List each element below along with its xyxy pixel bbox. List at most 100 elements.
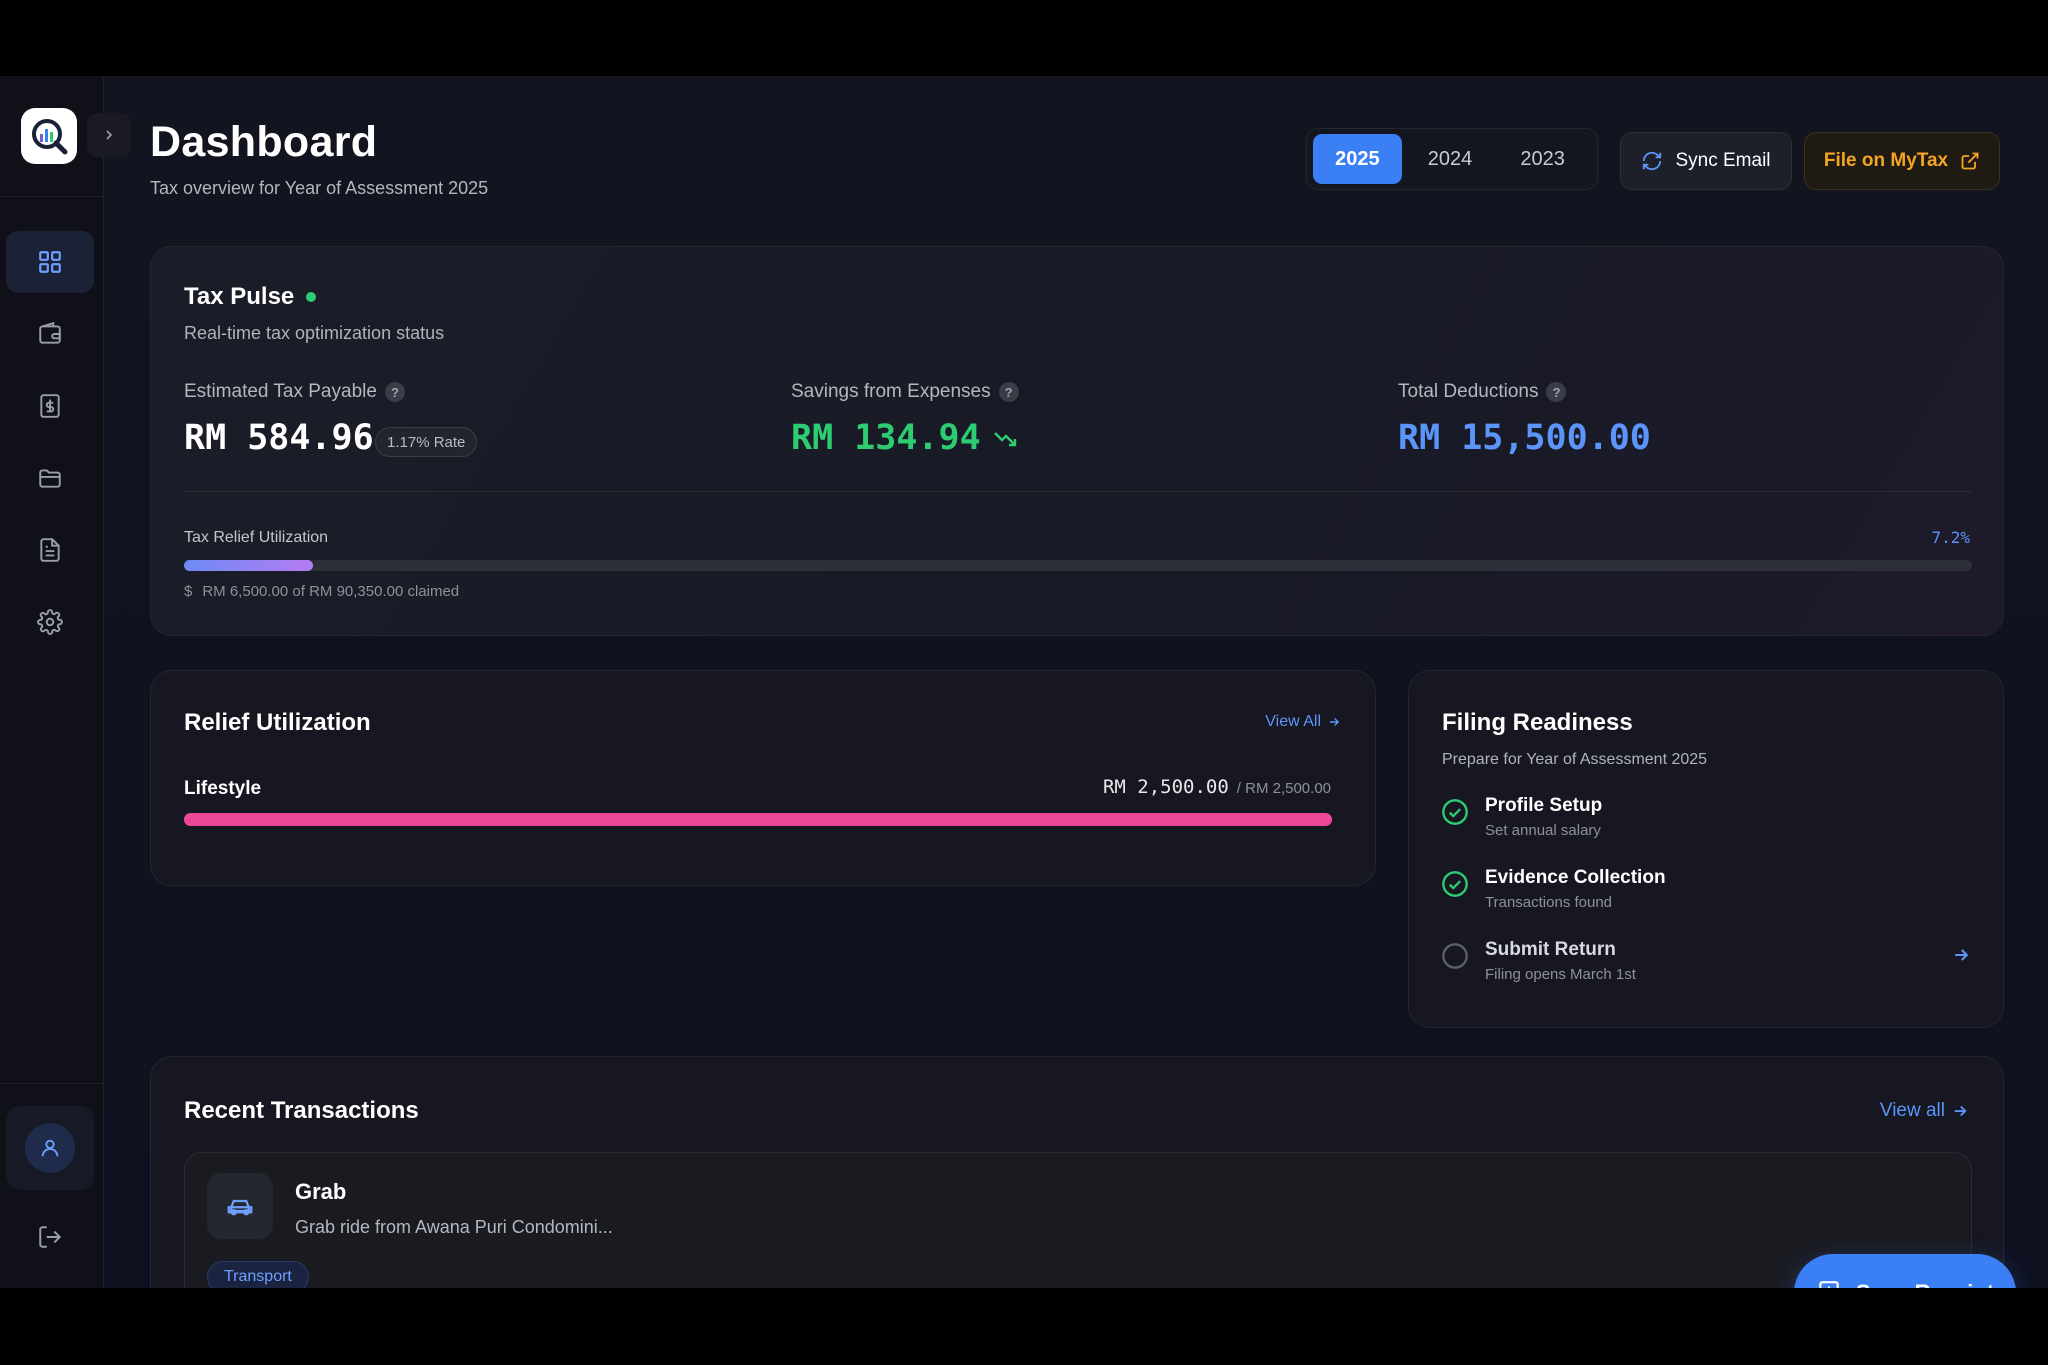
- deductions-value: RM 15,500.00: [1398, 418, 1651, 458]
- tax-pulse-card: Tax Pulse Real-time tax optimization sta…: [150, 246, 2004, 636]
- sidebar-divider: [0, 1083, 104, 1084]
- logout-button[interactable]: [6, 1206, 94, 1268]
- folder-icon: [39, 469, 61, 488]
- file-on-mytax-button[interactable]: File on MyTax: [1804, 132, 2000, 190]
- tax-pulse-title: Tax Pulse: [184, 283, 295, 310]
- estimated-tax-label-row: Estimated Tax Payable ?: [184, 381, 405, 403]
- sidebar: [0, 76, 104, 1288]
- year-tab-2023[interactable]: 2023: [1520, 147, 1565, 170]
- arrow-right-icon: [1954, 1105, 1967, 1117]
- relief-title: Relief Utilization: [184, 709, 371, 736]
- step-desc: Transactions found: [1485, 894, 1613, 911]
- divider: [184, 491, 1972, 492]
- app-logo[interactable]: [21, 108, 77, 164]
- year-tab-2024[interactable]: 2024: [1427, 147, 1473, 170]
- sidebar-item-wallet[interactable]: [6, 303, 94, 365]
- filing-subtitle: Prepare for Year of Assessment 2025: [1442, 751, 1708, 768]
- deductions-label: Total Deductions: [1398, 381, 1539, 402]
- status-dot: [306, 292, 317, 302]
- relief-item-amount-row: RM 2,500.00 / RM 2,500.00: [1103, 776, 1331, 798]
- year-selector: 2025 2024 2023: [1306, 128, 1598, 190]
- transaction-icon-box: [207, 1173, 273, 1239]
- sidebar-item-receipts[interactable]: [6, 375, 94, 437]
- help-icon[interactable]: ?: [1546, 382, 1567, 402]
- logout-icon: [39, 1226, 62, 1248]
- sidebar-divider: [0, 196, 104, 197]
- category-tag: Transport: [207, 1261, 309, 1288]
- claimed-text: RM 6,500.00 of RM 90,350.00 claimed: [202, 583, 460, 600]
- savings-label: Savings from Expenses: [791, 381, 991, 402]
- utilization-percent: 7.2%: [1931, 528, 1970, 547]
- sidebar-item-dashboard[interactable]: [6, 231, 94, 293]
- relief-view-all-label: View All: [1265, 713, 1321, 730]
- tax-pulse-heading: Tax Pulse: [184, 283, 317, 311]
- receipt-icon: [1819, 1281, 1839, 1288]
- car-icon: [227, 1199, 253, 1216]
- recent-transactions-card: Recent Transactions View all Grab Grab r…: [150, 1056, 2004, 1288]
- page-title: Dashboard: [150, 118, 378, 166]
- utilization-label: Tax Relief Utilization: [184, 529, 329, 546]
- check-circle-icon: [1442, 799, 1468, 825]
- user-icon: [41, 1139, 59, 1157]
- scan-receipt-button[interactable]: Scan Receipt: [1794, 1254, 2016, 1288]
- savings-value-row: RM 134.94: [791, 418, 1017, 458]
- deductions-label-row: Total Deductions ?: [1398, 381, 1567, 403]
- help-icon[interactable]: ?: [384, 382, 405, 402]
- dollar-icon: $: [184, 583, 193, 600]
- refresh-icon: [1643, 151, 1662, 171]
- sidebar-item-settings[interactable]: [6, 591, 94, 653]
- arrow-right-icon: [1329, 717, 1340, 727]
- relief-item-claimed: RM 2,500.00: [1102, 776, 1229, 798]
- recent-view-all-label: View all: [1879, 1100, 1945, 1121]
- utilization-progress-track: [184, 560, 1972, 571]
- relief-progress-track: [184, 813, 1332, 826]
- step-desc: Set annual salary: [1485, 822, 1601, 839]
- relief-item-limit: / RM 2,500.00: [1236, 780, 1331, 797]
- step-desc: Filing opens March 1st: [1485, 966, 1636, 983]
- chevron-right-icon: [106, 130, 113, 140]
- app-window: Dashboard Tax overview for Year of Asses…: [0, 76, 2048, 1288]
- transaction-merchant: Grab: [295, 1179, 347, 1204]
- dollar-receipt-icon: [40, 394, 60, 418]
- page-subtitle: Tax overview for Year of Assessment 2025: [150, 178, 489, 198]
- transaction-item[interactable]: Grab Grab ride from Awana Puri Condomini…: [184, 1152, 1972, 1288]
- scan-receipt-label: Scan Receipt: [1856, 1280, 1994, 1288]
- sync-email-button[interactable]: Sync Email: [1620, 132, 1792, 190]
- user-profile-button[interactable]: [6, 1106, 94, 1190]
- filing-readiness-card: Filing Readiness Prepare for Year of Ass…: [1408, 670, 2004, 1028]
- check-circle-icon: [1442, 871, 1468, 897]
- sidebar-item-documents[interactable]: [6, 519, 94, 581]
- document-icon: [40, 538, 60, 562]
- avatar: [25, 1123, 75, 1173]
- sidebar-item-folders[interactable]: [6, 447, 94, 509]
- help-icon[interactable]: ?: [998, 382, 1019, 402]
- step-title: Submit Return: [1485, 939, 1616, 960]
- external-link-icon: [1961, 152, 1979, 170]
- recent-title: Recent Transactions: [184, 1097, 419, 1124]
- relief-progress-fill: [184, 813, 1332, 826]
- utilization-progress-fill: [184, 560, 313, 571]
- filing-title: Filing Readiness: [1442, 709, 1633, 736]
- tax-pulse-subtitle: Real-time tax optimization status: [184, 323, 445, 343]
- estimated-tax-value: RM 584.96: [184, 418, 374, 458]
- claimed-row: $ RM 6,500.00 of RM 90,350.00 claimed: [184, 583, 459, 600]
- sidebar-expand-button[interactable]: [87, 113, 131, 157]
- relief-item-name: Lifestyle: [184, 778, 262, 799]
- tax-rate-badge: 1.17% Rate: [375, 427, 478, 457]
- transaction-description: Grab ride from Awana Puri Condomini...: [295, 1217, 613, 1237]
- step-title: Evidence Collection: [1485, 867, 1666, 888]
- file-on-mytax-label: File on MyTax: [1823, 150, 1949, 171]
- year-tab-2025[interactable]: 2025: [1313, 134, 1402, 184]
- recent-view-all-link[interactable]: View all: [1880, 1100, 1969, 1122]
- step-title: Profile Setup: [1485, 795, 1603, 816]
- relief-view-all-link[interactable]: View All: [1265, 713, 1341, 731]
- dashboard-grid-icon: [39, 251, 61, 273]
- logo-magnifier-icon: [32, 119, 68, 155]
- wallet-icon: [39, 321, 61, 344]
- savings-value: RM 134.94: [791, 418, 981, 458]
- savings-label-row: Savings from Expenses ?: [791, 381, 1019, 403]
- estimated-tax-label: Estimated Tax Payable: [184, 381, 377, 402]
- empty-circle-icon: [1442, 943, 1468, 969]
- sync-email-label: Sync Email: [1675, 150, 1771, 171]
- gear-icon: [37, 609, 63, 635]
